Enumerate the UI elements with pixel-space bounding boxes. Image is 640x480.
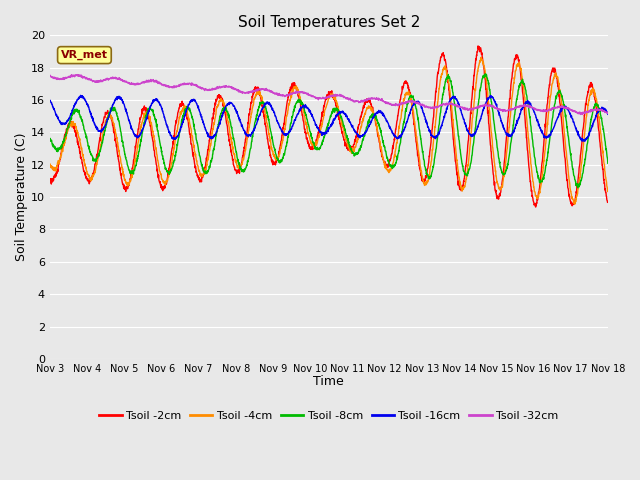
Tsoil -2cm — [532, 204, 540, 210]
Tsoil -2cm — [202, 163, 209, 169]
Tsoil -16cm — [604, 111, 612, 117]
Line: Tsoil -4cm: Tsoil -4cm — [50, 58, 608, 204]
Tsoil -8cm — [604, 160, 612, 166]
Line: Tsoil -16cm: Tsoil -16cm — [50, 96, 608, 141]
Tsoil -8cm — [202, 171, 209, 177]
Title: Soil Temperatures Set 2: Soil Temperatures Set 2 — [237, 15, 420, 30]
Tsoil -32cm — [357, 98, 365, 104]
Tsoil -8cm — [481, 71, 489, 77]
Tsoil -2cm — [492, 188, 499, 193]
Tsoil -32cm — [570, 109, 578, 115]
Tsoil -16cm — [555, 113, 563, 119]
Tsoil -2cm — [46, 178, 54, 184]
Tsoil -32cm — [46, 73, 54, 79]
Tsoil -4cm — [570, 198, 578, 204]
Tsoil -4cm — [202, 166, 209, 171]
Tsoil -32cm — [492, 105, 499, 110]
Tsoil -8cm — [46, 136, 54, 142]
Tsoil -4cm — [555, 81, 563, 87]
Tsoil -16cm — [492, 99, 499, 105]
Tsoil -4cm — [345, 143, 353, 149]
Tsoil -16cm — [345, 119, 353, 124]
Tsoil -32cm — [74, 72, 81, 77]
Y-axis label: Soil Temperature (C): Soil Temperature (C) — [15, 133, 28, 262]
Tsoil -2cm — [474, 43, 482, 49]
Tsoil -4cm — [492, 164, 499, 170]
Tsoil -16cm — [46, 97, 54, 103]
Line: Tsoil -8cm: Tsoil -8cm — [50, 74, 608, 188]
Tsoil -16cm — [570, 121, 578, 127]
Tsoil -8cm — [492, 129, 499, 135]
Line: Tsoil -2cm: Tsoil -2cm — [50, 46, 608, 207]
Tsoil -2cm — [345, 146, 353, 152]
Tsoil -16cm — [581, 138, 589, 144]
Tsoil -32cm — [202, 86, 209, 92]
Tsoil -4cm — [604, 188, 612, 193]
Tsoil -8cm — [573, 185, 581, 191]
Line: Tsoil -32cm: Tsoil -32cm — [50, 74, 608, 114]
Tsoil -2cm — [555, 93, 563, 99]
Tsoil -16cm — [202, 126, 209, 132]
Tsoil -4cm — [46, 163, 54, 168]
Tsoil -2cm — [571, 198, 579, 204]
Tsoil -32cm — [604, 110, 612, 116]
Tsoil -4cm — [571, 201, 579, 207]
X-axis label: Time: Time — [314, 375, 344, 388]
Tsoil -16cm — [77, 93, 84, 98]
Tsoil -4cm — [357, 125, 365, 131]
Tsoil -8cm — [555, 89, 563, 95]
Tsoil -2cm — [357, 114, 365, 120]
Tsoil -8cm — [345, 139, 353, 144]
Tsoil -16cm — [357, 133, 365, 139]
Text: VR_met: VR_met — [61, 50, 108, 60]
Legend: Tsoil -2cm, Tsoil -4cm, Tsoil -8cm, Tsoil -16cm, Tsoil -32cm: Tsoil -2cm, Tsoil -4cm, Tsoil -8cm, Tsoi… — [95, 407, 563, 425]
Tsoil -4cm — [477, 55, 484, 60]
Tsoil -8cm — [570, 173, 578, 179]
Tsoil -2cm — [604, 199, 612, 204]
Tsoil -32cm — [345, 96, 353, 102]
Tsoil -32cm — [577, 111, 584, 117]
Tsoil -32cm — [555, 104, 563, 110]
Tsoil -8cm — [357, 144, 365, 150]
